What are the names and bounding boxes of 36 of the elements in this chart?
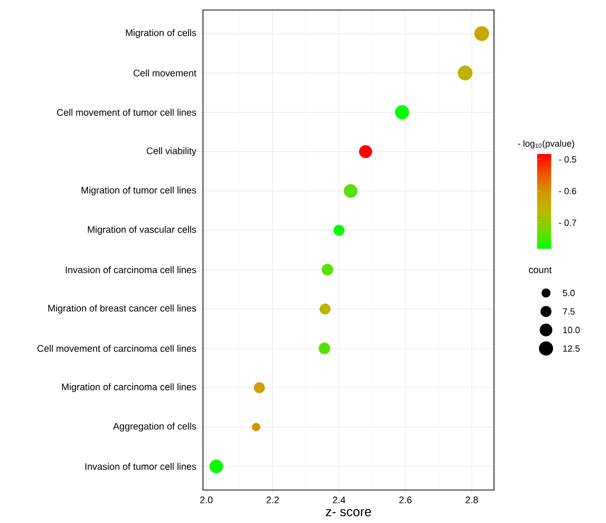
color-bar-label: - 0.7	[559, 220, 576, 226]
y-tick-label: Migration of cells	[126, 29, 196, 38]
point	[320, 304, 331, 315]
point	[359, 145, 372, 158]
x-tick-label: 2.0	[200, 496, 213, 504]
point	[344, 184, 358, 198]
y-tick-label: Migration of vascular cells	[88, 226, 196, 235]
legend-label: 7.5	[562, 308, 575, 315]
y-tick-label: Migration of carcinoma cell lines	[62, 383, 196, 392]
y-tick-label: Invasion of tumor cell lines	[85, 462, 196, 470]
color-bar-label: - 0.6	[559, 188, 576, 194]
point	[209, 460, 224, 474]
y-tick-label: Cell viability	[146, 147, 196, 156]
y-tick-label: Migration of tumor cell lines	[82, 186, 196, 196]
legend-title: count	[528, 266, 552, 274]
x-tick-label: 2.8	[466, 496, 478, 504]
point	[334, 224, 345, 236]
x-tick-label: 2.6	[399, 496, 412, 504]
y-tick-label: Cell movement of carcinoma cell lines	[38, 344, 196, 352]
legend-label: 12.5	[563, 345, 580, 352]
color-bar-label: - 0.5	[559, 156, 576, 163]
y-tick-label: Cell movement of tumor cell lines	[57, 108, 196, 116]
y-tick-label: Cell movement	[134, 69, 196, 76]
point	[318, 342, 330, 354]
y-tick-label: Aggregation of cells	[113, 422, 196, 432]
y-tick-label: Invasion of carcinoma cell lines	[66, 266, 196, 274]
x-tick-label: 2.4	[332, 496, 346, 504]
y-tick-label: Migration of breast cancer cell lines	[48, 304, 196, 314]
x-axis-title: z- score	[326, 509, 372, 516]
legend-label: 5.0	[562, 290, 575, 296]
color-bar-title: - log$_{10}$(pvalue)	[518, 140, 574, 148]
point	[394, 105, 410, 120]
legend-label: 10.0	[563, 326, 580, 334]
point	[254, 382, 265, 394]
x-tick-label: 2.2	[266, 496, 279, 504]
point	[322, 264, 334, 276]
